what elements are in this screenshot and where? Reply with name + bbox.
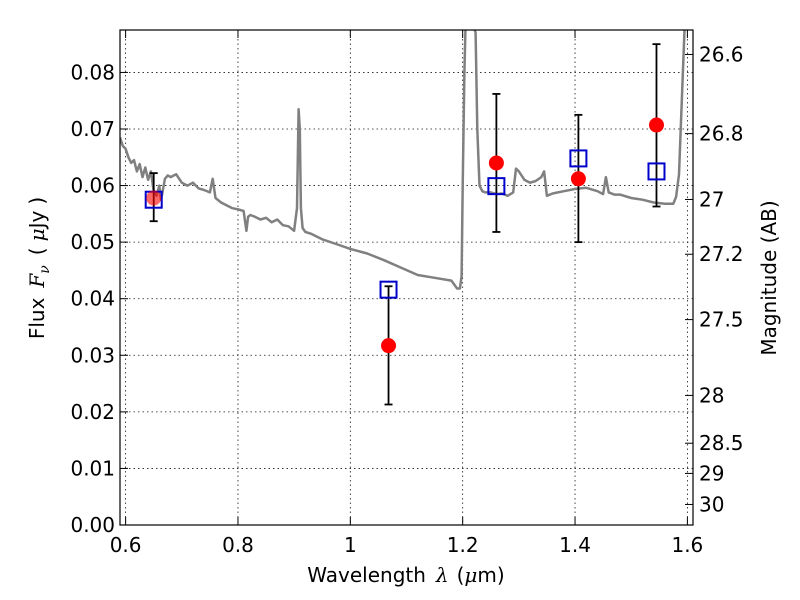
- y-tick-label: 0.07: [70, 117, 115, 141]
- observed-photometry-point: [570, 171, 586, 187]
- spectrum-line: [120, 30, 686, 290]
- model-photometry-square: [647, 162, 666, 181]
- model-photometry-square: [569, 149, 588, 168]
- y-tick-label: 0.01: [70, 456, 115, 480]
- y-axis-label: FluxFν(μJy): [25, 197, 53, 339]
- x-tick-label: 1.6: [671, 533, 703, 557]
- x-axis-ticks: 0.6 0.8 1 1.2 1.4 1.6: [110, 30, 703, 557]
- magnitude-tick-label: 29: [699, 461, 724, 485]
- y-tick-label: 0.03: [70, 343, 115, 367]
- magnitude-axis-label: Magnitude (AB): [757, 200, 781, 355]
- magnitude-tick-label: 26.6: [699, 42, 744, 66]
- y-tick-label: 0.05: [70, 230, 115, 254]
- y-tick-label: 0.02: [70, 400, 115, 424]
- observed-photometry-point: [381, 338, 397, 354]
- y-tick-label: 0.04: [70, 287, 115, 311]
- model-photometry-square: [379, 280, 398, 299]
- observed-photometry-point: [648, 117, 664, 133]
- observed-photometry-point: [146, 190, 162, 206]
- magnitude-tick-label: 27: [699, 187, 724, 211]
- x-tick-label: 1: [344, 533, 357, 557]
- y-tick-label: 0.08: [70, 60, 115, 84]
- magnitude-tick-label: 28.5: [699, 431, 744, 455]
- magnitude-axis-ticks: 26.6 26.8 27 27.2 27.5 28 28.5 29 30: [685, 42, 744, 516]
- magnitude-tick-label: 27.5: [699, 308, 744, 332]
- y-tick-label: 0.00: [70, 513, 115, 537]
- y-axis-ticks: 0.00 0.01 0.02 0.03 0.04 0.05 0.06 0.07 0.08: [70, 60, 128, 537]
- x-tick-label: 1.2: [447, 533, 479, 557]
- plot-frame: [119, 29, 694, 526]
- model-photometry-points: [144, 149, 666, 299]
- observed-photometry-point: [488, 155, 504, 171]
- y-tick-label: 0.06: [70, 174, 115, 198]
- x-tick-label: 0.6: [110, 533, 142, 557]
- magnitude-tick-label: 27.2: [699, 242, 744, 266]
- magnitude-tick-label: 30: [699, 492, 724, 516]
- x-axis-label: Wavelength λ (μm): [307, 563, 504, 587]
- model-spectrum-layer: [120, 30, 686, 290]
- x-tick-label: 1.4: [559, 533, 591, 557]
- model-photometry-square: [487, 177, 506, 196]
- magnitude-tick-label: 26.8: [699, 122, 744, 146]
- observed-photometry-points: [146, 117, 664, 354]
- magnitude-tick-label: 28: [699, 383, 724, 407]
- x-tick-label: 0.8: [222, 533, 254, 557]
- plot-area: [120, 30, 693, 525]
